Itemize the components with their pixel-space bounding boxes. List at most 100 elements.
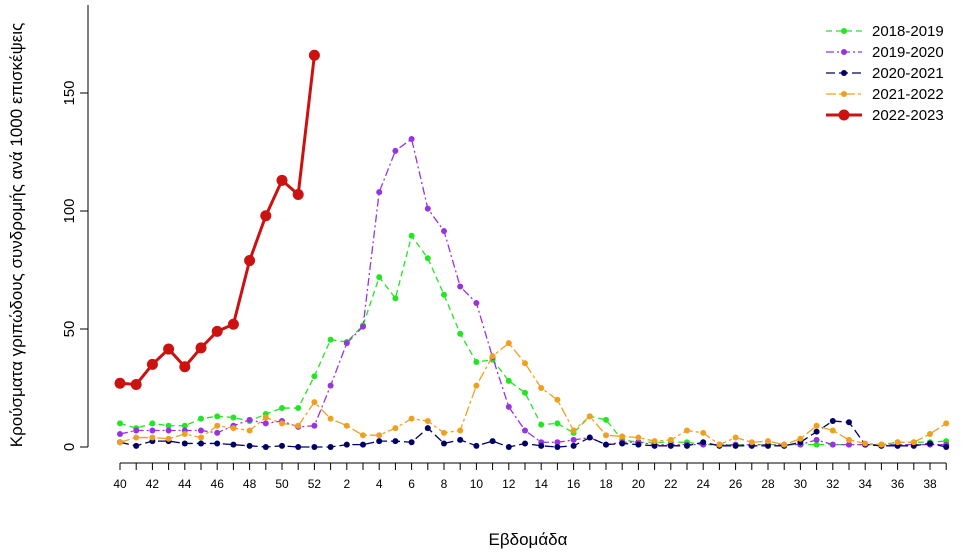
data-point (603, 416, 609, 423)
data-point (765, 438, 771, 445)
series-line (119, 235, 947, 446)
data-point (311, 422, 318, 429)
x-tick-label: 48 (243, 477, 257, 491)
data-point (276, 174, 288, 186)
data-point (457, 330, 464, 337)
data-point (392, 147, 399, 154)
legend-swatch-point (841, 28, 847, 34)
data-point (651, 438, 658, 445)
data-point (505, 377, 512, 384)
y-tick-label: 150 (61, 80, 78, 105)
data-point (538, 385, 545, 391)
data-point (392, 438, 399, 445)
data-point (732, 434, 739, 441)
data-point (408, 439, 415, 446)
data-point (408, 415, 415, 422)
data-point (360, 323, 366, 330)
data-point (489, 438, 496, 445)
legend-swatch-point (841, 49, 847, 55)
data-point (211, 325, 223, 337)
data-point (227, 318, 239, 330)
data-point (311, 399, 318, 406)
x-tick-label: 52 (308, 477, 322, 491)
x-tick-label: 26 (729, 477, 743, 491)
data-point (846, 436, 852, 443)
data-point (441, 429, 447, 436)
data-point (198, 440, 204, 447)
data-point (165, 427, 172, 434)
data-point (376, 274, 383, 281)
legend-item: 2020-2021 (826, 65, 944, 82)
x-tick-label: 10 (470, 477, 484, 491)
x-tick-label: 12 (502, 477, 516, 491)
x-tick-label: 38 (923, 477, 937, 491)
legend-label: 2019-2020 (872, 44, 944, 61)
data-point (117, 431, 123, 438)
data-point (198, 415, 204, 422)
x-tick-label: 50 (275, 477, 289, 491)
data-point (327, 444, 334, 450)
data-point (667, 442, 674, 449)
series-2018-2019 (117, 232, 950, 448)
data-point (133, 434, 140, 441)
data-point (311, 444, 318, 450)
data-point (195, 342, 207, 354)
data-point (489, 353, 496, 360)
data-point (408, 136, 415, 143)
data-point (441, 440, 447, 447)
data-point (327, 336, 334, 343)
data-point (343, 422, 350, 429)
data-point (522, 440, 528, 447)
data-point (603, 432, 609, 439)
data-point (813, 428, 820, 435)
data-point (279, 442, 285, 449)
legend-item: 2022-2023 (826, 107, 944, 124)
series-line (119, 138, 947, 446)
x-tick-label: 46 (211, 477, 225, 491)
data-point (700, 429, 707, 436)
x-tick-label: 2 (343, 477, 350, 491)
data-point (308, 49, 320, 61)
data-point (343, 340, 350, 347)
data-point (684, 427, 690, 434)
data-point (651, 442, 658, 449)
data-point (424, 255, 431, 262)
data-point (295, 405, 302, 412)
legend-label: 2021-2022 (872, 86, 944, 103)
data-point (149, 434, 156, 441)
data-point (846, 441, 852, 448)
data-point (457, 427, 464, 434)
data-point (181, 422, 188, 429)
data-point (765, 442, 771, 449)
data-point (813, 436, 820, 443)
data-point (376, 432, 383, 439)
legend-label: 2018-2019 (872, 23, 944, 40)
data-point (797, 435, 804, 442)
data-point (149, 427, 156, 434)
data-point (214, 422, 221, 429)
legend: 2018-2019 2019-2020 2020-2021 2021-2022 2022… (826, 23, 944, 124)
data-point (505, 340, 512, 347)
series-line (119, 420, 947, 448)
data-point (262, 444, 269, 450)
data-point (376, 438, 383, 445)
data-point (165, 422, 172, 429)
series-line (119, 342, 947, 446)
data-point (376, 189, 383, 196)
x-tick-label: 8 (441, 477, 448, 491)
data-point (424, 205, 431, 212)
data-point (813, 422, 820, 429)
data-point (424, 425, 431, 432)
data-point (473, 442, 480, 449)
data-point (700, 439, 707, 446)
data-point (748, 439, 755, 446)
x-tick-label: 32 (826, 477, 840, 491)
legend-item: 2019-2020 (826, 44, 944, 61)
data-point (943, 444, 950, 450)
data-point (262, 420, 269, 427)
data-point (198, 427, 204, 434)
x-tick-label: 30 (794, 477, 808, 491)
data-point (230, 441, 237, 448)
data-point (133, 427, 140, 434)
data-point (230, 425, 237, 432)
